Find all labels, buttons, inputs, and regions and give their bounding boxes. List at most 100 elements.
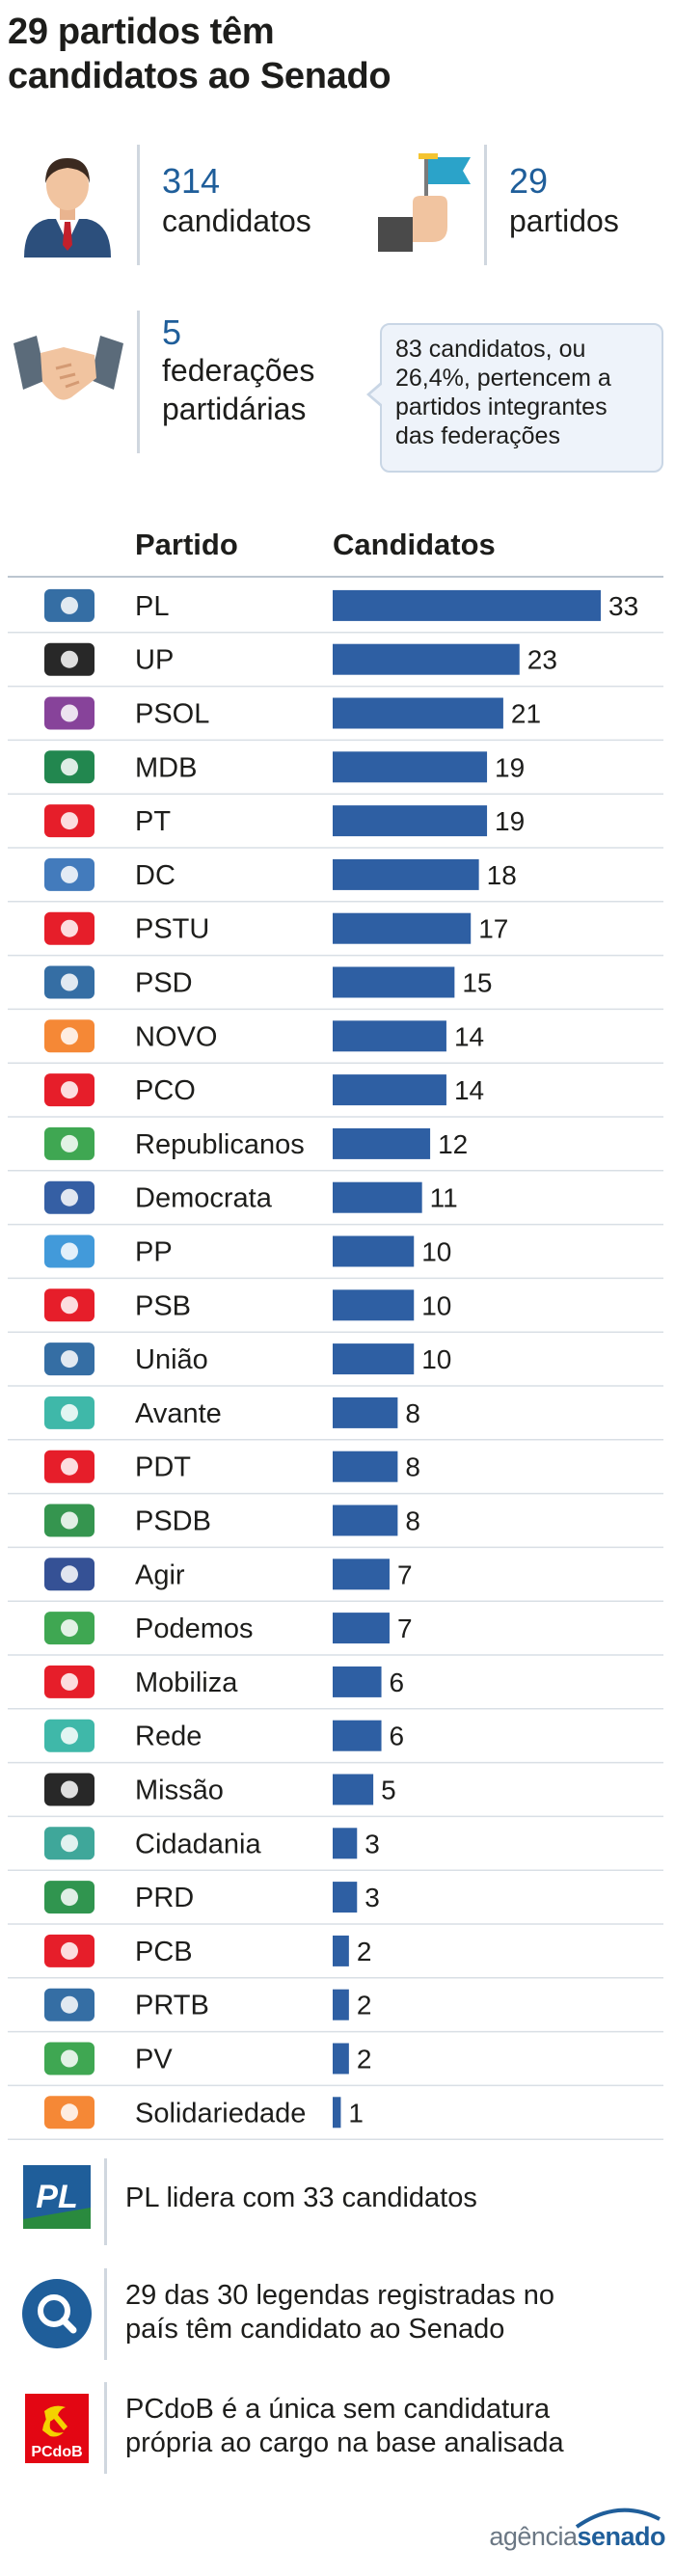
note-line: das federações bbox=[395, 422, 560, 449]
bar bbox=[333, 1396, 398, 1428]
party-logo-mark bbox=[61, 1511, 78, 1530]
podemos-leaf-icon bbox=[44, 1612, 94, 1645]
bar-value-label: 1 bbox=[348, 2098, 364, 2128]
chart-row: PCB 2 bbox=[8, 1934, 663, 1979]
avante-arrow-icon bbox=[44, 1396, 94, 1429]
party-logo-mark bbox=[61, 1672, 78, 1691]
bar-value-label: 7 bbox=[397, 1613, 413, 1643]
bar bbox=[333, 2043, 349, 2074]
bar bbox=[333, 1666, 382, 1697]
party-label: PSD bbox=[135, 968, 193, 999]
psb-dove-icon bbox=[44, 1288, 94, 1322]
chart-row: PRD 3 bbox=[8, 1881, 663, 1925]
party-label: PL bbox=[135, 591, 169, 622]
chart-row: Republicanos 12 bbox=[8, 1126, 663, 1172]
chart-row: Agir 7 bbox=[8, 1558, 663, 1602]
party-logo-mark bbox=[61, 973, 78, 991]
bar-value-label: 3 bbox=[364, 1883, 380, 1912]
party-logo-mark bbox=[61, 1941, 78, 1960]
party-logo-mark bbox=[61, 1726, 78, 1745]
bar-value-label: 14 bbox=[454, 1075, 484, 1105]
party-logo-mark bbox=[61, 1350, 78, 1369]
cidadania-logo-icon bbox=[44, 1827, 94, 1860]
divider bbox=[137, 145, 140, 265]
bar-value-label: 8 bbox=[405, 1506, 420, 1536]
bar bbox=[333, 912, 472, 944]
uniao-logo-icon bbox=[44, 1342, 94, 1376]
party-logo-mark bbox=[61, 1888, 78, 1907]
party-label: PCB bbox=[135, 1937, 193, 1967]
party-column-header: Partido bbox=[135, 528, 238, 561]
agir-logo-icon bbox=[44, 1558, 94, 1591]
party-label: PSOL bbox=[135, 699, 209, 730]
party-label: UP bbox=[135, 645, 174, 676]
pp-logo-icon bbox=[44, 1234, 94, 1268]
party-label: DC bbox=[135, 860, 176, 891]
republicanos-tree-icon bbox=[44, 1126, 94, 1160]
party-label: PRTB bbox=[135, 1991, 209, 2021]
party-logo-mark bbox=[61, 1296, 78, 1315]
bar bbox=[333, 805, 488, 837]
mdb-logo-icon bbox=[44, 750, 94, 784]
magnifier-icon bbox=[21, 2278, 93, 2354]
fact-2: 29 das 30 legendas registradas no país t… bbox=[125, 2279, 554, 2346]
divider bbox=[104, 2158, 107, 2245]
party-label: PSDB bbox=[135, 1506, 211, 1537]
bar bbox=[333, 1343, 415, 1375]
party-label: PT bbox=[135, 806, 171, 837]
bar bbox=[333, 1181, 422, 1213]
party-label: PV bbox=[135, 2045, 173, 2075]
logo-brand-2: senado bbox=[577, 2522, 665, 2551]
handshake-icon bbox=[14, 326, 123, 418]
party-label: Republicanos bbox=[135, 1129, 305, 1160]
bar-value-label: 10 bbox=[421, 1290, 451, 1320]
divider bbox=[137, 311, 140, 453]
federations-count: 5 bbox=[162, 312, 182, 352]
chart-row: Solidariedade 1 bbox=[8, 2096, 663, 2140]
bar bbox=[333, 1882, 358, 1913]
bar bbox=[333, 697, 503, 729]
missao-logo-icon bbox=[44, 1773, 94, 1806]
chart-row: União 10 bbox=[8, 1342, 663, 1387]
party-logo-mark bbox=[61, 704, 78, 722]
prd-logo-icon bbox=[44, 1881, 94, 1914]
pt-star-icon bbox=[44, 804, 94, 838]
chart-row: PSOL 21 bbox=[8, 696, 663, 742]
novo-logo-icon bbox=[44, 1019, 94, 1053]
party-logo-mark bbox=[61, 1242, 78, 1261]
bar bbox=[333, 1235, 415, 1267]
pco-logo-icon bbox=[44, 1073, 94, 1107]
chart-row: PT 19 bbox=[8, 804, 663, 849]
bar bbox=[333, 1613, 390, 1644]
bar-value-label: 8 bbox=[405, 1398, 420, 1428]
psol-logo-icon bbox=[44, 696, 94, 730]
party-logo-mark bbox=[61, 2103, 78, 2122]
hand-flag-icon bbox=[374, 149, 480, 260]
callout-tail-fill bbox=[370, 384, 383, 405]
bar-value-label: 2 bbox=[357, 1991, 372, 2020]
psd-logo-icon bbox=[44, 965, 94, 999]
party-logo-mark bbox=[61, 865, 78, 883]
bar bbox=[333, 2097, 341, 2129]
democrata-logo-icon bbox=[44, 1180, 94, 1214]
bar bbox=[333, 1074, 446, 1106]
bar bbox=[333, 1451, 398, 1482]
chart-row: PCO 14 bbox=[8, 1073, 663, 1118]
party-label: Rede bbox=[135, 1722, 202, 1752]
pcdob-logo-text: PCdoB bbox=[31, 2444, 82, 2460]
pv-logo-icon bbox=[44, 2042, 94, 2075]
party-logo-mark bbox=[61, 758, 78, 776]
bar-value-label: 17 bbox=[478, 914, 508, 944]
party-label: Solidariedade bbox=[135, 2098, 306, 2129]
agencia-senado-logo: agênciasenado bbox=[489, 2522, 665, 2552]
chart-row: UP 23 bbox=[8, 642, 663, 688]
chart-row: PL 33 bbox=[8, 588, 663, 634]
fact-text: própria ao cargo na base analisada bbox=[125, 2427, 564, 2458]
bar bbox=[333, 1935, 349, 1966]
bar bbox=[333, 858, 479, 890]
fact-text: país têm candidato ao Senado bbox=[125, 2314, 505, 2345]
party-label: Missão bbox=[135, 1776, 224, 1806]
bar-value-label: 2 bbox=[357, 1937, 372, 1966]
bar bbox=[333, 1505, 398, 1536]
party-label: Mobiliza bbox=[135, 1668, 238, 1698]
